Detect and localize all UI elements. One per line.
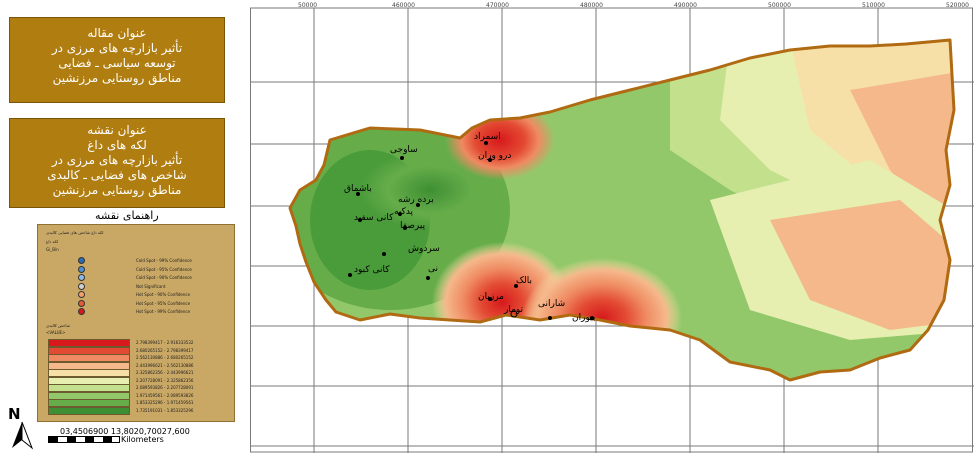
place-label: سردوش — [408, 244, 440, 254]
map-legend: لکه داغ شاخص های فضایی کالبدی لکه داغ Gi… — [37, 224, 235, 422]
point-legend-symbol — [78, 291, 85, 298]
place-label: درو وران — [478, 151, 511, 161]
raster-legend-swatch — [48, 406, 130, 415]
point-legend-symbol — [78, 274, 85, 281]
place-label: کانی سفید — [354, 213, 394, 223]
place-label: اسمراد — [474, 132, 501, 142]
map-frame: 50000 460000 470000 480000 490000 500000… — [250, 0, 974, 453]
map-title-heading: عنوان نقشه — [87, 123, 147, 137]
legend-panel: عنوان مقاله تأثیر بازارچه های مرزی در تو… — [0, 0, 251, 453]
place-label: باشماق — [344, 184, 372, 194]
raster-legend-label: 2.562130886 - 2.680265152 — [136, 355, 194, 360]
point-legend-label: Cold Spot - 90% Confidence — [136, 275, 192, 280]
point-legend-symbol — [78, 299, 85, 307]
article-title-line: تأثیر بازارچه های مرزی در — [51, 41, 183, 55]
point-legend-label: Cold Spot - 95% Confidence — [136, 266, 192, 272]
raster-legend-label: 1.735191031 - 1.853325296 — [136, 407, 194, 413]
point-legend-symbol — [78, 282, 85, 290]
place-label: تومار — [503, 305, 524, 315]
legend-heading: لکه داغ شاخص های فضایی کالبدی — [46, 230, 104, 235]
legend-raster-field: <VALUE> — [46, 330, 66, 335]
point-legend-label: Hot Spot - 99% Confidence — [136, 309, 191, 314]
place-label: بیوران — [572, 313, 595, 323]
place-labels: اسمراد درو وران ساوجی باشماق برده رشه پد… — [344, 132, 595, 323]
place-label: برده رشه — [398, 195, 434, 205]
svg-text:480000: 480000 — [580, 2, 603, 9]
article-title-box: عنوان مقاله تأثیر بازارچه های مرزی در تو… — [9, 17, 225, 103]
graticule-labels: 50000 460000 470000 480000 490000 500000… — [298, 2, 969, 9]
place-label: پدکیه — [394, 207, 414, 217]
map-title-line: مناطق روستایی مرزنشین — [52, 183, 182, 197]
article-title-heading: عنوان مقاله — [87, 26, 147, 40]
hotspot-raster — [290, 40, 954, 380]
place-label: مرزیان — [478, 292, 504, 302]
legend-subheading: لکه داغ — [46, 239, 59, 244]
scale-bar — [48, 436, 120, 443]
place-label: پیرصفا — [400, 221, 426, 231]
raster-legend-label: 2.089593826 - 2.207728091 — [136, 385, 194, 390]
raster-legend-label: 1.853325296 - 1.971459561 — [136, 400, 194, 405]
point-legend-label: Not Significant — [136, 283, 166, 289]
svg-text:490000: 490000 — [674, 2, 697, 9]
point-legend-label: Hot Spot - 95% Confidence — [136, 300, 191, 306]
svg-text:470000: 470000 — [486, 2, 509, 9]
raster-legend-label: 2.207728091 - 2.325862356 — [136, 377, 194, 383]
point-legend-label: Hot Spot - 90% Confidence — [136, 292, 191, 297]
legend-raster-heading: شاخص کالبدی — [46, 323, 70, 328]
legend-gi-bin: Gi_Bin — [46, 247, 59, 252]
svg-text:460000: 460000 — [392, 2, 415, 9]
north-arrow-icon — [12, 421, 34, 450]
north-label: N — [8, 405, 21, 423]
map-title-box: عنوان نقشه لکه های داغ تأثیر بازارچه های… — [9, 118, 225, 208]
raster-legend-label: 1.971459561 - 2.089593826 — [136, 392, 194, 398]
border-outline — [288, 38, 956, 382]
point-legend-symbol — [78, 308, 85, 315]
svg-text:500000: 500000 — [768, 2, 791, 9]
map-title-line: لکه های داغ — [87, 138, 147, 152]
place-label: نی — [428, 264, 438, 274]
raster-legend-label: 2.443996621 - 2.562130886 — [136, 362, 194, 368]
map-border — [250, 7, 973, 453]
svg-text:50000: 50000 — [298, 2, 317, 9]
place-label: ساوجی — [390, 145, 418, 155]
point-legend-label: Cold Spot - 99% Confidence — [136, 258, 192, 263]
place-label: کانی کبود — [354, 265, 390, 275]
article-title-line: مناطق روستایی مرزنشین — [52, 71, 182, 85]
legend-title: راهنمای نقشه — [95, 209, 159, 222]
place-label: شارانی — [538, 299, 565, 309]
map-title-line: تأثیر بازارچه های مرزی در — [51, 153, 183, 167]
raster-legend-label: 2.798399417 - 2.916333532 — [136, 340, 194, 345]
point-legend-symbol — [78, 257, 85, 264]
article-title-line: توسعه سیاسی ـ فضایی — [58, 56, 176, 70]
place-label: بالک — [516, 276, 532, 286]
map-title-line: شاخص های فضایی ـ کالبدی — [47, 168, 187, 182]
scale-unit: Kilometers — [121, 435, 164, 444]
scale-numbers: 03,4506900 13,8020,70027,600 — [60, 427, 190, 436]
raster-legend-label: 2.325862356 - 2.443996621 — [136, 370, 194, 375]
svg-text:510000: 510000 — [862, 2, 885, 9]
svg-text:520000: 520000 — [946, 2, 969, 9]
raster-legend-label: 2.680265152 - 2.798399417 — [136, 347, 194, 353]
map-canvas: 50000 460000 470000 480000 490000 500000… — [250, 2, 974, 453]
point-legend-symbol — [78, 265, 85, 273]
